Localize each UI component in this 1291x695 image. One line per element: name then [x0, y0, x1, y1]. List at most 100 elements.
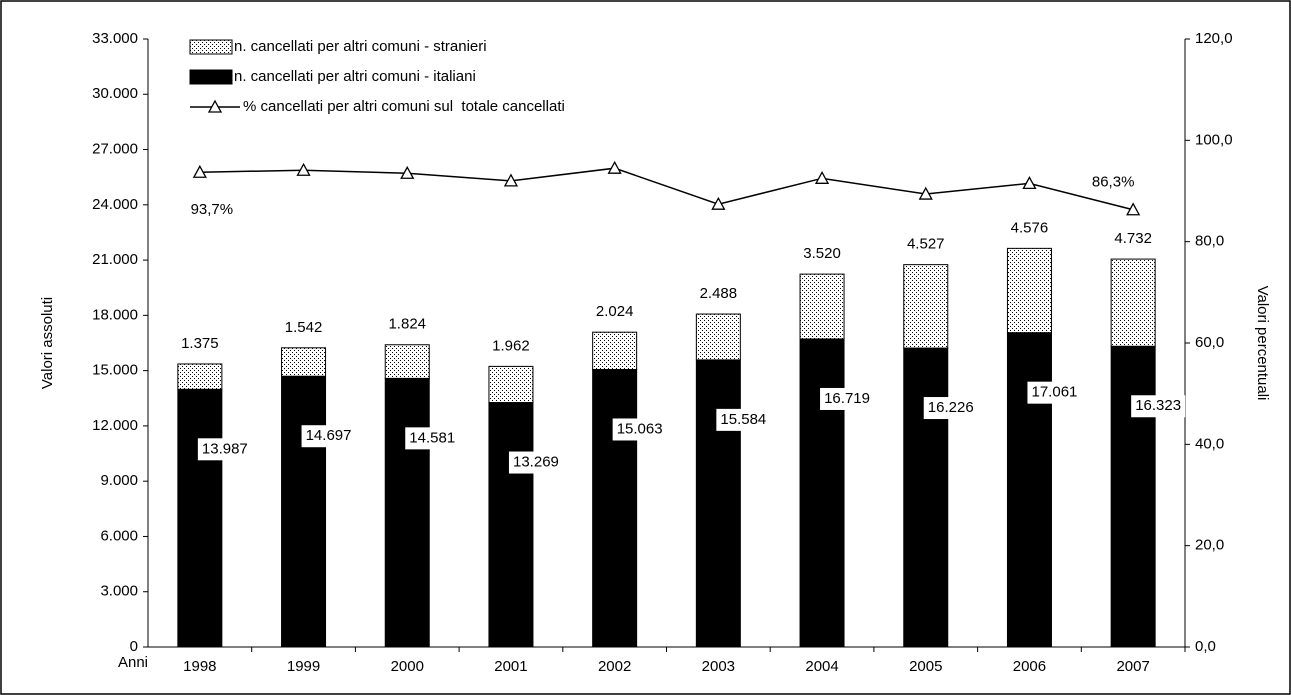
legend-label: n. cancellati per altri comuni - italian…	[234, 68, 476, 85]
data-label: 4.527	[907, 236, 945, 253]
x-tick-label: 1998	[183, 658, 216, 675]
bar-segment	[695, 359, 741, 648]
line-marker	[814, 170, 830, 184]
data-label: 16.226	[928, 399, 974, 416]
bar-segment	[384, 344, 430, 379]
data-label: 2.024	[596, 303, 634, 320]
bar-segment	[695, 313, 741, 361]
line-marker	[192, 164, 207, 178]
data-label-box	[1131, 395, 1186, 418]
y2-tick-label: 40,0	[1195, 435, 1224, 452]
legend-label: n. cancellati per altri comuni - stranie…	[234, 38, 487, 55]
data-label-box	[508, 451, 563, 474]
bar-segment	[903, 347, 949, 648]
y-tick-label: 21.000	[92, 251, 138, 268]
x-tick-label: 2002	[598, 658, 631, 675]
data-label: 4.576	[1011, 219, 1049, 236]
data-label-box	[405, 427, 460, 450]
x-tick-label: 2000	[391, 658, 424, 675]
bar-segment	[799, 338, 845, 648]
y-tick-label: 18.000	[92, 306, 138, 323]
y2-tick-label: 20,0	[1195, 537, 1224, 554]
y-tick-label: 27.000	[92, 141, 138, 158]
x-tick-label: 2003	[702, 658, 735, 675]
bar-segment	[1110, 345, 1156, 648]
y-tick-label: 15.000	[92, 362, 138, 379]
data-label: 4.732	[1114, 230, 1152, 247]
line-marker	[400, 165, 415, 179]
x-tick-label: 2004	[805, 658, 838, 675]
bar-segment	[281, 347, 327, 377]
data-label: 16.323	[1135, 397, 1181, 414]
y2-tick-label: 60,0	[1195, 334, 1224, 351]
y-tick-label: 33.000	[92, 30, 138, 47]
y2-tick-label: 100,0	[1195, 131, 1233, 148]
data-label: 15.584	[720, 411, 766, 428]
bar-segment	[488, 365, 534, 404]
x-tick-label: 1999	[287, 658, 320, 675]
data-label-box	[1027, 381, 1082, 404]
data-label-box	[612, 418, 667, 441]
bar-segment	[1006, 247, 1052, 334]
line-marker	[711, 196, 726, 210]
data-label: 3.520	[803, 245, 841, 262]
x-tick-label: 2006	[1013, 658, 1046, 675]
data-label: 86,3%	[1092, 174, 1135, 191]
line-marker	[1126, 202, 1141, 216]
data-label: 2.488	[700, 285, 738, 302]
data-label: 1.824	[388, 316, 426, 333]
data-label: 14.697	[306, 427, 352, 444]
y-tick-label: 9.000	[100, 472, 138, 489]
line-marker	[503, 173, 519, 187]
bar-segment	[799, 273, 845, 340]
x-tick-label: 2001	[494, 658, 527, 675]
bar-segment	[384, 377, 430, 648]
line-marker	[918, 186, 933, 200]
data-label: 13.987	[202, 440, 248, 457]
data-label: 1.375	[181, 335, 219, 352]
y-tick-label: 12.000	[92, 417, 138, 434]
line-marker	[1022, 176, 1037, 190]
legend-swatch	[189, 39, 233, 55]
y-tick-label: 3.000	[100, 583, 138, 600]
data-label: 1.962	[492, 337, 530, 354]
line-marker	[296, 162, 311, 176]
bar-segment	[1110, 258, 1156, 347]
legend-marker	[207, 99, 223, 113]
data-label: 14.581	[409, 429, 455, 446]
legend-swatch	[189, 69, 233, 85]
data-label: 15.063	[617, 420, 663, 437]
bar-segment	[592, 331, 638, 370]
data-label-box	[301, 425, 356, 448]
bar-segment	[281, 375, 327, 648]
data-label: 93,7%	[191, 201, 234, 218]
y-tick-label: 24.000	[92, 196, 138, 213]
y2-axis-title: Valori percentuali	[1254, 286, 1271, 401]
data-label: 1.542	[285, 319, 323, 336]
x-axis-title: Anni	[118, 654, 148, 671]
x-tick-label: 2005	[909, 658, 942, 675]
y-axis-title: Valori assoluti	[39, 297, 56, 389]
data-label: 16.719	[824, 390, 870, 407]
line	[199, 167, 1134, 211]
bar-segment	[177, 363, 223, 390]
data-label-box	[820, 387, 875, 410]
bar-segment	[488, 402, 534, 648]
data-label: 17.061	[1032, 384, 1078, 401]
legend-label: % cancellati per altri comuni sul totale…	[243, 98, 565, 115]
data-label-box	[716, 408, 771, 431]
y-tick-label: 6.000	[100, 527, 138, 544]
y2-tick-label: 0,0	[1195, 638, 1216, 655]
bar-segment	[592, 368, 638, 648]
y-tick-label: 30.000	[92, 85, 138, 102]
data-label-box	[923, 397, 978, 420]
line-marker	[607, 160, 622, 174]
bar-segment	[1006, 332, 1052, 648]
y2-tick-label: 80,0	[1195, 233, 1224, 250]
data-label-box	[197, 438, 252, 461]
y2-tick-label: 120,0	[1195, 30, 1233, 47]
x-tick-label: 2007	[1116, 658, 1149, 675]
data-label: 13.269	[513, 453, 559, 470]
